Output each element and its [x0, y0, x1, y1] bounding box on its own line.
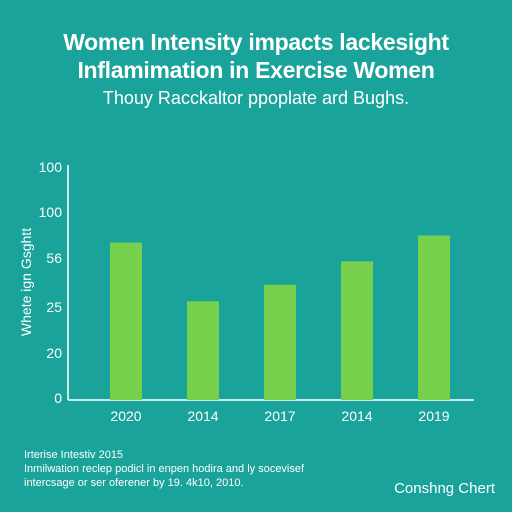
y-tick-label: 100: [39, 159, 63, 175]
footnote-line-2: Inmilwation reclep podicl in enpen hodir…: [24, 463, 305, 475]
bar: [110, 242, 142, 400]
x-tick-label: 2020: [110, 408, 141, 424]
y-axis-label: Whete ign Gsghtt: [18, 228, 34, 336]
chart-subtitle: Thouy Racckaltor ppoplate ard Bughs.: [102, 88, 410, 108]
y-tick-label: 25: [46, 299, 62, 315]
y-tick-label: 20: [46, 345, 62, 361]
x-tick-label: 2014: [341, 408, 372, 424]
bar: [264, 284, 296, 400]
y-tick-label: 0: [54, 390, 62, 406]
y-tick-label: 100: [39, 204, 63, 220]
bar: [341, 261, 373, 400]
footnote-line-1: Irterise Intestiv 2015: [24, 449, 124, 461]
chart-title-line-2: Inflamimation in Exercise Women: [77, 57, 435, 83]
x-tick-label: 2014: [187, 408, 218, 424]
bar: [187, 301, 219, 400]
bar: [418, 235, 450, 400]
footnote: Irterise Intestiv 2015 Inmilwation recle…: [24, 448, 304, 490]
x-tick-label: 2017: [264, 408, 295, 424]
brand-label: Conshng Chert: [394, 480, 495, 497]
y-tick-label: 56: [46, 250, 62, 266]
chart-title-line-1: Women Intensity impacts lackesight: [63, 29, 449, 55]
footnote-line-3: intercsage or ser oferener by 19. 4k10, …: [24, 477, 244, 489]
chart-title: Women Intensity impacts lackesight Infla…: [0, 28, 512, 84]
x-tick-label: 2019: [418, 408, 449, 424]
